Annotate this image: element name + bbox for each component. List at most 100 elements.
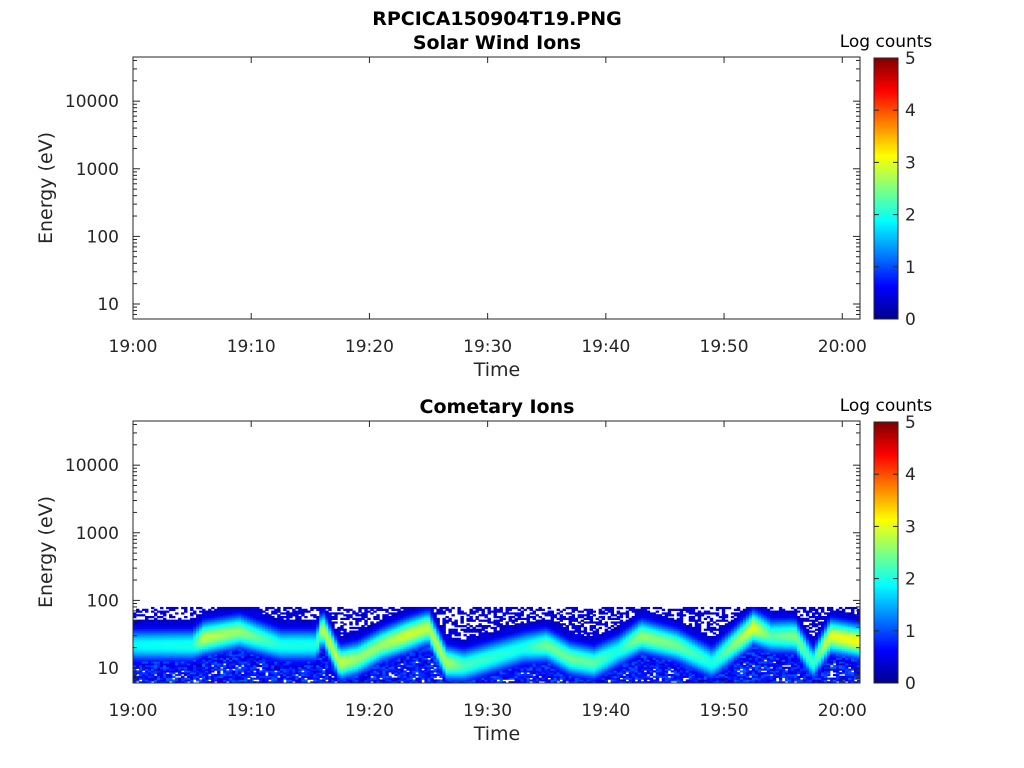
heatmap-cell xyxy=(424,663,428,666)
heatmap-cell xyxy=(286,643,290,646)
heatmap-cell xyxy=(355,641,359,644)
heatmap-cell xyxy=(271,663,275,666)
heatmap-cell xyxy=(487,632,491,635)
heatmap-cell xyxy=(274,681,278,684)
heatmap-cell xyxy=(340,677,344,680)
heatmap-cell xyxy=(157,625,161,628)
heatmap-cell xyxy=(229,673,233,677)
heatmap-cell xyxy=(358,655,362,659)
heatmap-cell xyxy=(337,673,341,677)
heatmap-cell xyxy=(232,630,236,633)
heatmap-cell xyxy=(496,670,500,673)
heatmap-cell xyxy=(472,606,476,610)
heatmap-cell xyxy=(277,634,281,637)
heatmap-cell xyxy=(430,606,434,610)
heatmap-cell xyxy=(283,634,287,637)
heatmap-cell xyxy=(193,648,197,651)
heatmap-cell xyxy=(445,652,449,655)
heatmap-cell xyxy=(307,635,311,639)
heatmap-cell xyxy=(421,644,425,648)
heatmap-cell xyxy=(517,654,521,657)
heatmap-cell xyxy=(310,664,314,668)
heatmap-cell xyxy=(190,635,194,639)
heatmap-cell xyxy=(406,648,410,651)
heatmap-cell xyxy=(481,614,485,617)
heatmap-cell xyxy=(256,681,260,684)
heatmap-cell xyxy=(169,672,173,675)
heatmap-cell xyxy=(424,608,428,611)
heatmap-cell xyxy=(223,679,227,682)
heatmap-cell xyxy=(247,635,251,639)
heatmap-cell xyxy=(307,630,311,633)
heatmap-cell xyxy=(460,657,464,660)
heatmap-cell xyxy=(412,672,416,675)
heatmap-cell xyxy=(166,664,170,668)
heatmap-cell xyxy=(316,617,320,621)
heatmap-cell xyxy=(190,670,194,673)
heatmap-cell xyxy=(424,646,428,649)
heatmap-cell xyxy=(247,650,251,653)
heatmap-cell xyxy=(427,614,431,617)
heatmap-cell xyxy=(391,616,395,619)
heatmap-cell xyxy=(421,616,425,619)
heatmap-cell xyxy=(505,664,509,668)
heatmap-cell xyxy=(418,646,422,649)
heatmap-cell xyxy=(511,663,515,666)
heatmap-cell xyxy=(172,632,176,635)
heatmap-cell xyxy=(268,644,272,648)
heatmap-cell xyxy=(292,626,296,630)
heatmap-cell xyxy=(250,679,254,682)
heatmap-cell xyxy=(355,661,359,664)
heatmap-cell xyxy=(250,657,254,660)
heatmap-cell xyxy=(340,637,344,640)
heatmap-cell xyxy=(286,661,290,664)
heatmap-cell xyxy=(148,623,152,626)
heatmap-cell xyxy=(157,673,161,677)
heatmap-cell xyxy=(322,625,326,628)
heatmap-cell xyxy=(199,641,203,644)
heatmap-cell xyxy=(409,673,413,677)
heatmap-cell xyxy=(265,626,269,630)
heatmap-cell xyxy=(199,648,203,651)
heatmap-cell xyxy=(142,608,146,611)
heatmap-cell xyxy=(421,666,425,669)
heatmap-cell xyxy=(223,646,227,649)
heatmap-cell xyxy=(241,641,245,644)
heatmap-cell xyxy=(358,664,362,668)
heatmap-cell xyxy=(331,650,335,653)
heatmap-cell xyxy=(508,681,512,684)
heatmap-cell xyxy=(421,650,425,653)
heatmap-cell xyxy=(247,621,251,624)
heatmap-cell xyxy=(352,654,356,657)
heatmap-cell xyxy=(232,639,236,642)
heatmap-cell xyxy=(220,659,224,662)
heatmap-cell xyxy=(181,623,185,626)
heatmap-cell xyxy=(193,657,197,660)
heatmap-cell xyxy=(433,635,437,639)
heatmap-cell xyxy=(253,673,257,677)
heatmap-cell xyxy=(469,668,473,671)
heatmap-cell xyxy=(247,628,251,631)
heatmap-cell xyxy=(433,617,437,621)
heatmap-cell xyxy=(238,670,242,673)
heatmap-cell xyxy=(196,650,200,653)
heatmap-cell xyxy=(334,635,338,639)
heatmap-cell xyxy=(514,644,518,648)
heatmap-cell xyxy=(187,670,191,673)
heatmap-cell xyxy=(376,663,380,666)
heatmap-cell xyxy=(268,672,272,675)
heatmap-cell xyxy=(175,681,179,684)
heatmap-cell xyxy=(187,677,191,680)
heatmap-cell xyxy=(382,672,386,675)
heatmap-cell xyxy=(331,659,335,662)
heatmap-cell xyxy=(376,679,380,682)
heatmap-cell xyxy=(406,659,410,662)
heatmap-cell xyxy=(370,626,374,630)
heatmap-cell xyxy=(508,617,512,621)
heatmap-cell xyxy=(451,643,455,646)
heatmap-cell xyxy=(307,654,311,657)
heatmap-cell xyxy=(319,612,323,615)
heatmap-cell xyxy=(430,637,434,640)
heatmap-cell xyxy=(466,668,470,671)
heatmap-cell xyxy=(469,650,473,653)
